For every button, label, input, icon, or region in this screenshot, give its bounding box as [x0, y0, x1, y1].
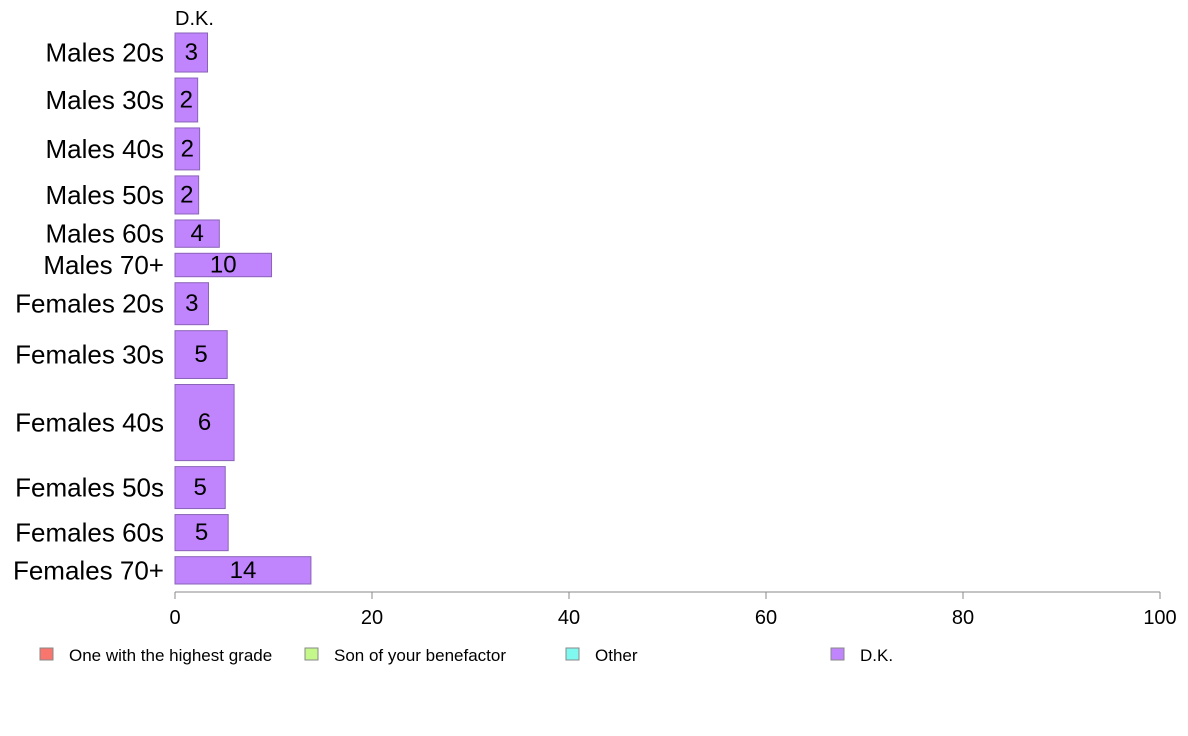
category-label: Males 40s: [46, 134, 165, 164]
data-label: 2: [180, 181, 193, 208]
category-label: Females 40s: [15, 408, 164, 438]
bar-segment: [174, 252, 273, 278]
x-tick-label: 80: [952, 607, 974, 629]
bar-segment: [174, 127, 201, 171]
data-label: 5: [195, 519, 208, 546]
legend-swatch: [304, 647, 319, 661]
x-tick-label: 40: [558, 607, 580, 629]
data-label: 2: [180, 86, 193, 113]
legend-label: Son of your benefactor: [334, 646, 506, 665]
bars-group: Males 20s 3 Males 30s 2 Males 40s 2 Males 50s 2…: [13, 32, 312, 585]
x-tick-label: 20: [361, 607, 383, 629]
bar-segment: [174, 282, 209, 326]
x-tick-label: 100: [1143, 607, 1176, 629]
category-label: Males 60s: [46, 219, 165, 249]
data-label: 5: [193, 474, 206, 501]
bar-segment: [174, 77, 199, 123]
category-label: Females 20s: [15, 289, 164, 319]
legend-label: Other: [595, 646, 638, 665]
legend-swatch: [565, 647, 580, 661]
data-label: 3: [185, 290, 198, 317]
bar-segment: [174, 32, 209, 73]
data-label: 4: [190, 220, 203, 247]
legend-label: D.K.: [860, 646, 893, 665]
category-label: Females 60s: [15, 518, 164, 548]
bar-segment: [174, 466, 226, 510]
x-tick-label: 60: [755, 607, 777, 629]
category-label: Females 70+: [13, 555, 164, 585]
x-axis: 0 20 40 60 80 100: [169, 591, 1177, 629]
data-label: 2: [181, 135, 194, 162]
bar-segment: [174, 330, 228, 379]
panel-title: D.K.: [175, 8, 214, 30]
category-label: Males 30s: [46, 85, 165, 115]
x-tick-label: 0: [169, 607, 180, 629]
category-label: Females 50s: [15, 473, 164, 503]
legend-swatch: [39, 647, 54, 661]
legend-label: One with the highest grade: [69, 646, 272, 665]
bar-segment: [174, 219, 220, 248]
bar-segment: [174, 175, 200, 215]
data-label: 10: [210, 252, 237, 279]
bar-segment: [174, 383, 235, 462]
bar-segment: [174, 556, 312, 585]
data-label: 3: [185, 39, 198, 66]
data-label: 5: [194, 341, 207, 368]
data-label: 14: [230, 557, 257, 584]
bar-segment: [174, 514, 229, 552]
legend-swatch: [830, 647, 845, 661]
category-label: Males 20s: [46, 38, 165, 68]
category-label: Males 50s: [46, 180, 165, 210]
category-label: Females 30s: [15, 340, 164, 370]
data-label: 6: [198, 409, 211, 436]
legend: One with the highest grade Son of your be…: [39, 646, 893, 665]
category-label: Males 70+: [43, 250, 164, 280]
